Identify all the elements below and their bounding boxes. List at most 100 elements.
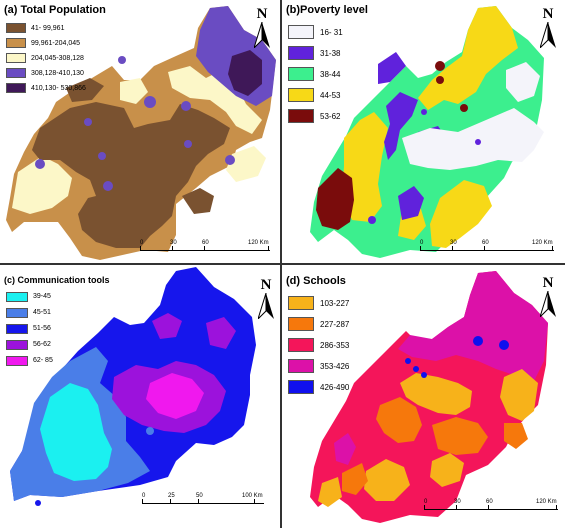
- legend-swatch: [6, 38, 26, 48]
- panel-divider-vertical: [280, 0, 282, 528]
- legend-item: 353-426: [288, 358, 349, 374]
- region-poverty-31-38: [475, 139, 481, 145]
- legend: 41- 99,961 99,961-204,045 204,045-308,12…: [6, 22, 86, 97]
- region-population-308k-410k: [184, 140, 192, 148]
- legend-label: 38-44: [320, 69, 341, 79]
- scale-label: 120 Km: [536, 499, 557, 505]
- legend-item: 16- 31: [288, 24, 343, 40]
- scale-label: 60: [202, 240, 209, 246]
- legend-label: 410,130- 530,866: [31, 84, 86, 92]
- region-poverty-53-62: [436, 76, 444, 84]
- region-schools-227-287: [342, 463, 368, 495]
- legend-label: 31-38: [320, 48, 341, 58]
- region-communication-51-56: [35, 500, 41, 506]
- legend-swatch: [288, 88, 314, 102]
- panel-divider-horizontal: [0, 263, 565, 265]
- scale-label: 30: [170, 240, 177, 246]
- legend-label: 53-62: [320, 111, 341, 121]
- legend-label: 41- 99,961: [31, 24, 65, 32]
- legend-swatch: [6, 83, 26, 93]
- scale-label: 120 Km: [248, 240, 269, 246]
- population-map: [6, 6, 276, 260]
- legend-swatch: [6, 291, 28, 302]
- legend-item: 41- 99,961: [6, 22, 86, 34]
- region-population-204k-308k: [120, 78, 148, 104]
- legend-label: 426-490: [320, 382, 350, 392]
- legend-item: 227-287: [288, 316, 349, 332]
- legend-label: 308,128-410,130: [31, 69, 84, 77]
- region-population-308k-410k: [225, 155, 235, 165]
- legend: 103-227 227-287 286-353 353-426 426-490: [288, 295, 349, 400]
- scale-bar: 0 30 60 120 Km: [420, 240, 554, 263]
- region-population-41-99k: [182, 188, 214, 214]
- legend-item: 410,130- 530,866: [6, 82, 86, 94]
- legend-swatch: [288, 109, 314, 123]
- region-schools-103-227: [500, 369, 538, 421]
- legend-swatch: [288, 317, 314, 331]
- legend-label: 45-51: [33, 309, 51, 316]
- region-poverty-31-38: [421, 109, 427, 115]
- region-schools-227-287: [504, 423, 528, 449]
- scale-bar: 0 30 60 120 Km: [140, 240, 270, 263]
- legend-item: 51-56: [6, 323, 53, 334]
- region-poverty-53-62: [435, 61, 445, 71]
- scale-bar: 0 25 50 100 Km: [142, 493, 264, 517]
- region-poverty-44-53: [418, 6, 518, 110]
- legend-item: 286-353: [288, 337, 349, 353]
- north-arrow-icon: N: [534, 275, 562, 319]
- region-poverty-53-62: [316, 168, 354, 230]
- legend-swatch: [6, 355, 28, 366]
- scale-label: 30: [450, 240, 457, 246]
- region-poverty-31-38: [368, 216, 376, 224]
- legend: 39-45 45-51 51-56 56-62 62- 85: [6, 291, 53, 371]
- legend-item: 39-45: [6, 291, 53, 302]
- region-population-308k-410k: [118, 56, 126, 64]
- map-panel-schools: (d) Schools 103-227 227-287 286-353 353-…: [282, 265, 565, 528]
- panel-title: (b)Poverty level: [286, 4, 368, 16]
- legend-item: 62- 85: [6, 355, 53, 366]
- north-arrow-icon: N: [248, 6, 276, 50]
- legend-swatch: [288, 296, 314, 310]
- legend-label: 204,045-308,128: [31, 54, 84, 62]
- region-communication-39-45: [40, 383, 112, 481]
- scale-label: 100 Km: [242, 493, 263, 499]
- region-population-308k-410k: [35, 159, 45, 169]
- scale-label: 50: [196, 493, 203, 499]
- north-label: N: [542, 6, 554, 22]
- north-arrow-icon: N: [534, 6, 562, 50]
- region-population-308k-410k: [181, 101, 191, 111]
- legend-item: 426-490: [288, 379, 349, 395]
- communication-map: [10, 267, 256, 506]
- scale-label: 25: [168, 493, 175, 499]
- schools-map: [310, 271, 548, 523]
- region-schools-103-227: [430, 453, 464, 487]
- legend-label: 353-426: [320, 361, 350, 371]
- region-population-41-99k: [66, 78, 104, 102]
- legend-label: 16- 31: [320, 27, 343, 37]
- legend-swatch: [6, 53, 26, 63]
- region-schools-103-227: [364, 459, 410, 501]
- region-communication-56-62: [152, 313, 182, 339]
- legend-label: 39-45: [33, 293, 51, 300]
- region-population-204k-308k: [168, 66, 262, 134]
- region-population-308k-410k: [98, 152, 106, 160]
- legend-item: 31-38: [288, 45, 343, 61]
- region-population-308k-410k: [144, 96, 156, 108]
- legend-item: 99,961-204,045: [6, 37, 86, 49]
- legend-item: 103-227: [288, 295, 349, 311]
- legend-swatch: [6, 23, 26, 33]
- legend-label: 103-227: [320, 298, 350, 308]
- poverty-map: [310, 6, 544, 258]
- north-label: N: [260, 277, 272, 293]
- legend-label: 44-53: [320, 90, 341, 100]
- region-poverty-31-38: [378, 52, 406, 84]
- region-schools-353-426: [398, 271, 548, 385]
- north-label: N: [542, 275, 554, 291]
- region-poverty-44-53: [430, 180, 492, 248]
- legend-swatch: [288, 359, 314, 373]
- legend: 16- 31 31-38 38-44 44-53 53-62: [288, 24, 343, 129]
- legend-item: 56-62: [6, 339, 53, 350]
- legend-swatch: [6, 323, 28, 334]
- region-schools-426-490: [499, 340, 509, 350]
- region-communication-56-62: [206, 317, 236, 349]
